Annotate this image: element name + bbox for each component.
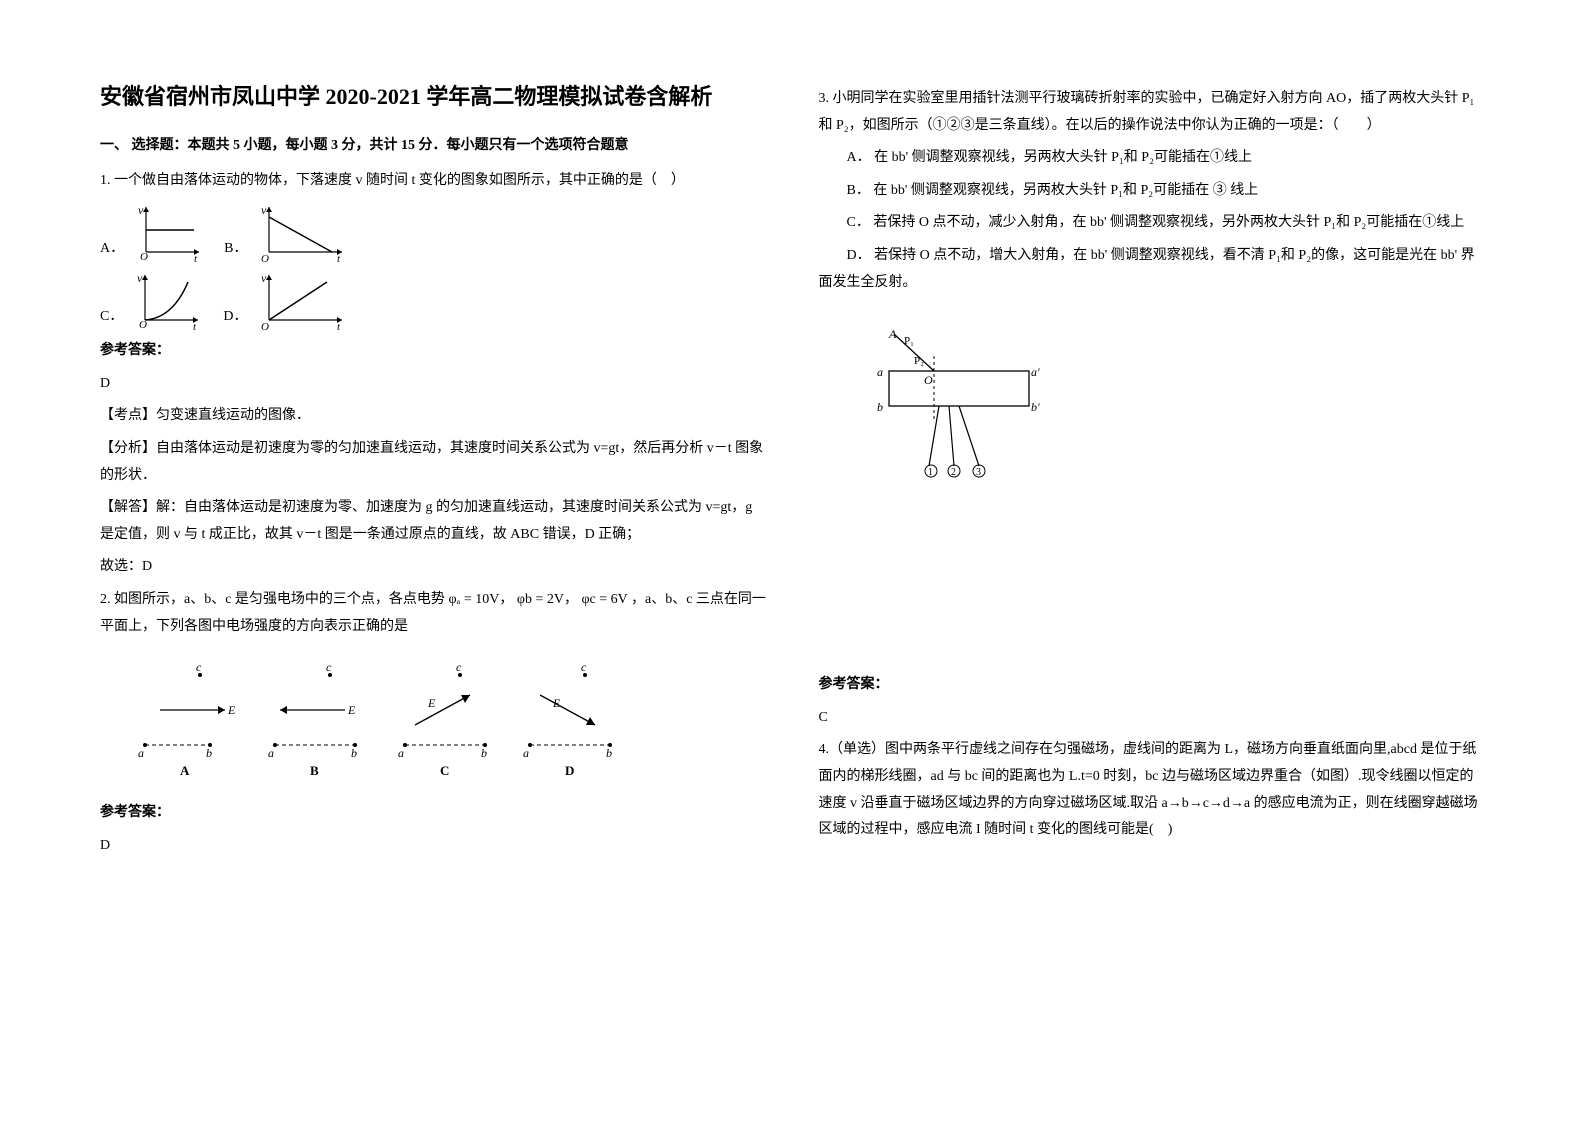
svg-text:O: O: [261, 253, 269, 262]
svg-text:v: v: [261, 271, 267, 285]
exam-title: 安徽省宿州市凤山中学 2020-2021 学年高二物理模拟试卷含解析: [100, 80, 769, 113]
svg-text:t: t: [193, 321, 197, 330]
svg-text:c: c: [196, 660, 202, 674]
q3-optA: A． 在 bb' 侧调整观察视线，另两枚大头针 P₁和 P₂可能插在①线上: [819, 145, 1488, 172]
q3-optB: B． 在 bb' 侧调整观察视线，另两枚大头针 P₁和 P₂可能插在 ③ 线上: [819, 178, 1488, 205]
svg-text:t: t: [194, 253, 198, 262]
q1-graph-C: C． v O t: [100, 270, 203, 330]
q1-graphs-row-2: C． v O t D．: [100, 270, 769, 330]
svg-text:v: v: [137, 271, 143, 285]
q1-label-A: A．: [100, 236, 124, 263]
svg-text:c: c: [326, 660, 332, 674]
svg-text:O: O: [140, 251, 148, 262]
svg-text:b': b': [1031, 400, 1040, 414]
svg-text:P₁: P₁: [904, 335, 914, 347]
q1-graph-A: A． v O t: [100, 202, 204, 262]
svg-text:O: O: [924, 373, 933, 387]
svg-text:a: a: [398, 746, 404, 760]
svg-text:a: a: [877, 365, 883, 379]
q1-jieda: 【解答】解：自由落体运动是初速度为零、加速度为 g 的匀加速直线运动，其速度时间…: [100, 495, 769, 548]
q2-stem: 2. 如图所示，a、b、c 是匀强电场中的三个点，各点电势 φₐ = 10V， …: [100, 587, 769, 640]
q2-phi-b: φb = 2V: [517, 592, 564, 607]
vt-graph-linear-icon: v O t: [257, 270, 347, 330]
svg-text:D: D: [565, 763, 574, 778]
svg-text:t: t: [337, 253, 341, 262]
svg-text:3: 3: [976, 467, 981, 478]
q4-stem: 4.（单选）图中两条平行虚线之间存在匀强磁场，虚线间的距离为 L，磁场方向垂直纸…: [819, 737, 1488, 843]
svg-text:c: c: [581, 660, 587, 674]
svg-text:b: b: [206, 746, 212, 760]
q1-stem: 1. 一个做自由落体运动的物体，下落速度 v 随时间 t 变化的图象如图所示，其…: [100, 168, 769, 195]
q1-graph-B: B． v O t: [224, 202, 347, 262]
svg-text:b: b: [877, 400, 883, 414]
svg-text:O: O: [261, 321, 269, 330]
svg-text:v: v: [261, 203, 267, 217]
q1-graphs-row-1: A． v O t B．: [100, 202, 769, 262]
svg-text:b: b: [351, 746, 357, 760]
q3-optC: C． 若保持 O 点不动，减少入射角，在 bb' 侧调整观察视线，另外两枚大头针…: [819, 210, 1488, 237]
svg-text:C: C: [440, 763, 449, 778]
svg-text:E: E: [427, 696, 436, 710]
q2-stem-a: 2. 如图所示，a、b、c 是匀强电场中的三个点，各点电势: [100, 592, 448, 607]
svg-text:b: b: [481, 746, 487, 760]
left-column: 安徽省宿州市凤山中学 2020-2021 学年高二物理模拟试卷含解析 一、 选择…: [100, 80, 769, 865]
q3-diagram: a a' b b' A P₁ P₂ O 1 2 3: [859, 326, 1488, 486]
q3-stem: 3. 小明同学在实验室里用插针法测平行玻璃砖折射率的实验中，已确定好入射方向 A…: [819, 86, 1488, 139]
section-1-header: 一、 选择题：本题共 5 小题，每小题 3 分，共计 15 分．每小题只有一个选…: [100, 133, 769, 160]
q2-diagrams: a b c E A a b c E: [130, 655, 769, 785]
q1-fenxi: 【分析】自由落体运动是初速度为零的匀加速直线运动，其速度时间关系公式为 v=gt…: [100, 436, 769, 489]
q2-answer: D: [100, 833, 769, 860]
svg-text:2: 2: [951, 467, 956, 478]
svg-text:c: c: [456, 660, 462, 674]
q1-label-C: C．: [100, 304, 123, 331]
svg-text:1: 1: [928, 467, 933, 478]
svg-text:a: a: [268, 746, 274, 760]
svg-text:B: B: [310, 763, 319, 778]
q2-answer-label: 参考答案：: [100, 800, 769, 827]
q2-field-diagrams-icon: a b c E A a b c E: [130, 655, 630, 785]
svg-text:t: t: [337, 321, 341, 330]
svg-text:v: v: [138, 203, 144, 217]
q3-optD: D． 若保持 O 点不动，增大入射角，在 bb' 侧调整观察视线，看不清 P₁和…: [819, 243, 1488, 296]
q1-label-B: B．: [224, 236, 247, 263]
q3-answer: C: [819, 705, 1488, 732]
svg-text:P₂: P₂: [914, 355, 924, 367]
svg-text:a': a': [1031, 365, 1040, 379]
svg-text:a: a: [523, 746, 529, 760]
q1-answer: D: [100, 371, 769, 398]
vt-graph-horizontal-icon: v O t: [134, 202, 204, 262]
svg-text:b: b: [606, 746, 612, 760]
svg-text:E: E: [347, 703, 356, 717]
svg-text:A: A: [888, 327, 897, 341]
svg-text:E: E: [227, 703, 236, 717]
q1-kaodian: 【考点】匀变速直线运动的图像．: [100, 403, 769, 430]
q1-guxuan: 故选：D: [100, 554, 769, 581]
q1-answer-label: 参考答案：: [100, 338, 769, 365]
vt-graph-neg-slope-icon: v O t: [257, 202, 347, 262]
spacer: [819, 516, 1488, 666]
svg-text:E: E: [552, 696, 561, 710]
svg-text:a: a: [138, 746, 144, 760]
exam-page: 安徽省宿州市凤山中学 2020-2021 学年高二物理模拟试卷含解析 一、 选择…: [0, 0, 1587, 905]
right-column: 3. 小明同学在实验室里用插针法测平行玻璃砖折射率的实验中，已确定好入射方向 A…: [819, 80, 1488, 865]
glass-slab-diagram-icon: a a' b b' A P₁ P₂ O 1 2 3: [859, 326, 1059, 486]
q1-graph-D: D． v O t: [223, 270, 347, 330]
q1-label-D: D．: [223, 304, 247, 331]
q3-answer-label: 参考答案：: [819, 672, 1488, 699]
q2-phi-a: φₐ = 10V: [448, 592, 499, 607]
svg-text:A: A: [180, 763, 190, 778]
q2-phi-c: φc = 6V: [581, 592, 627, 607]
vt-graph-parabola-icon: v O t: [133, 270, 203, 330]
